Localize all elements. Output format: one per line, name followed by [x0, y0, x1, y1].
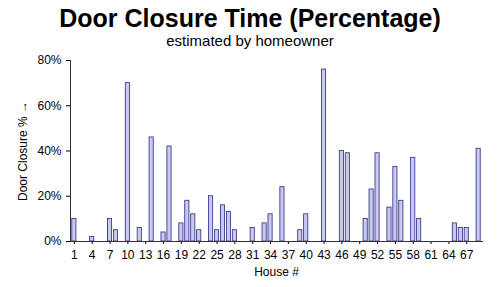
svg-text:4: 4 [89, 248, 96, 262]
svg-text:40: 40 [300, 248, 314, 262]
svg-text:43: 43 [317, 248, 331, 262]
svg-text:67: 67 [460, 248, 474, 262]
svg-text:0%: 0% [44, 234, 62, 248]
svg-text:80%: 80% [37, 53, 61, 67]
html-text:Door Closure Time (Percentage): Door Closure Time (Percentage) [59, 4, 441, 32]
svg-text:46: 46 [335, 248, 349, 262]
svg-text:37: 37 [282, 248, 296, 262]
svg-text:31: 31 [246, 248, 260, 262]
svg-text:16: 16 [157, 248, 171, 262]
html-text:estimated by homeowner: estimated by homeowner [166, 32, 334, 49]
svg-text:22: 22 [193, 248, 207, 262]
svg-text:Door Closure % →: Door Closure % → [16, 101, 30, 201]
svg-text:64: 64 [442, 248, 456, 262]
svg-text:10: 10 [121, 248, 135, 262]
svg-text:25: 25 [210, 248, 224, 262]
svg-text:40%: 40% [37, 144, 61, 158]
svg-text:13: 13 [139, 248, 153, 262]
svg-text:61: 61 [424, 248, 438, 262]
svg-text:20%: 20% [37, 189, 61, 203]
svg-text:7: 7 [107, 248, 114, 262]
svg-text:34: 34 [264, 248, 278, 262]
svg-text:60%: 60% [37, 99, 61, 113]
svg-text:House #: House # [254, 265, 299, 279]
svg-text:49: 49 [353, 248, 367, 262]
svg-text:1: 1 [71, 248, 78, 262]
svg-text:28: 28 [228, 248, 242, 262]
svg-text:19: 19 [175, 248, 189, 262]
svg-text:58: 58 [407, 248, 421, 262]
svg-text:55: 55 [389, 248, 403, 262]
svg-text:52: 52 [371, 248, 385, 262]
